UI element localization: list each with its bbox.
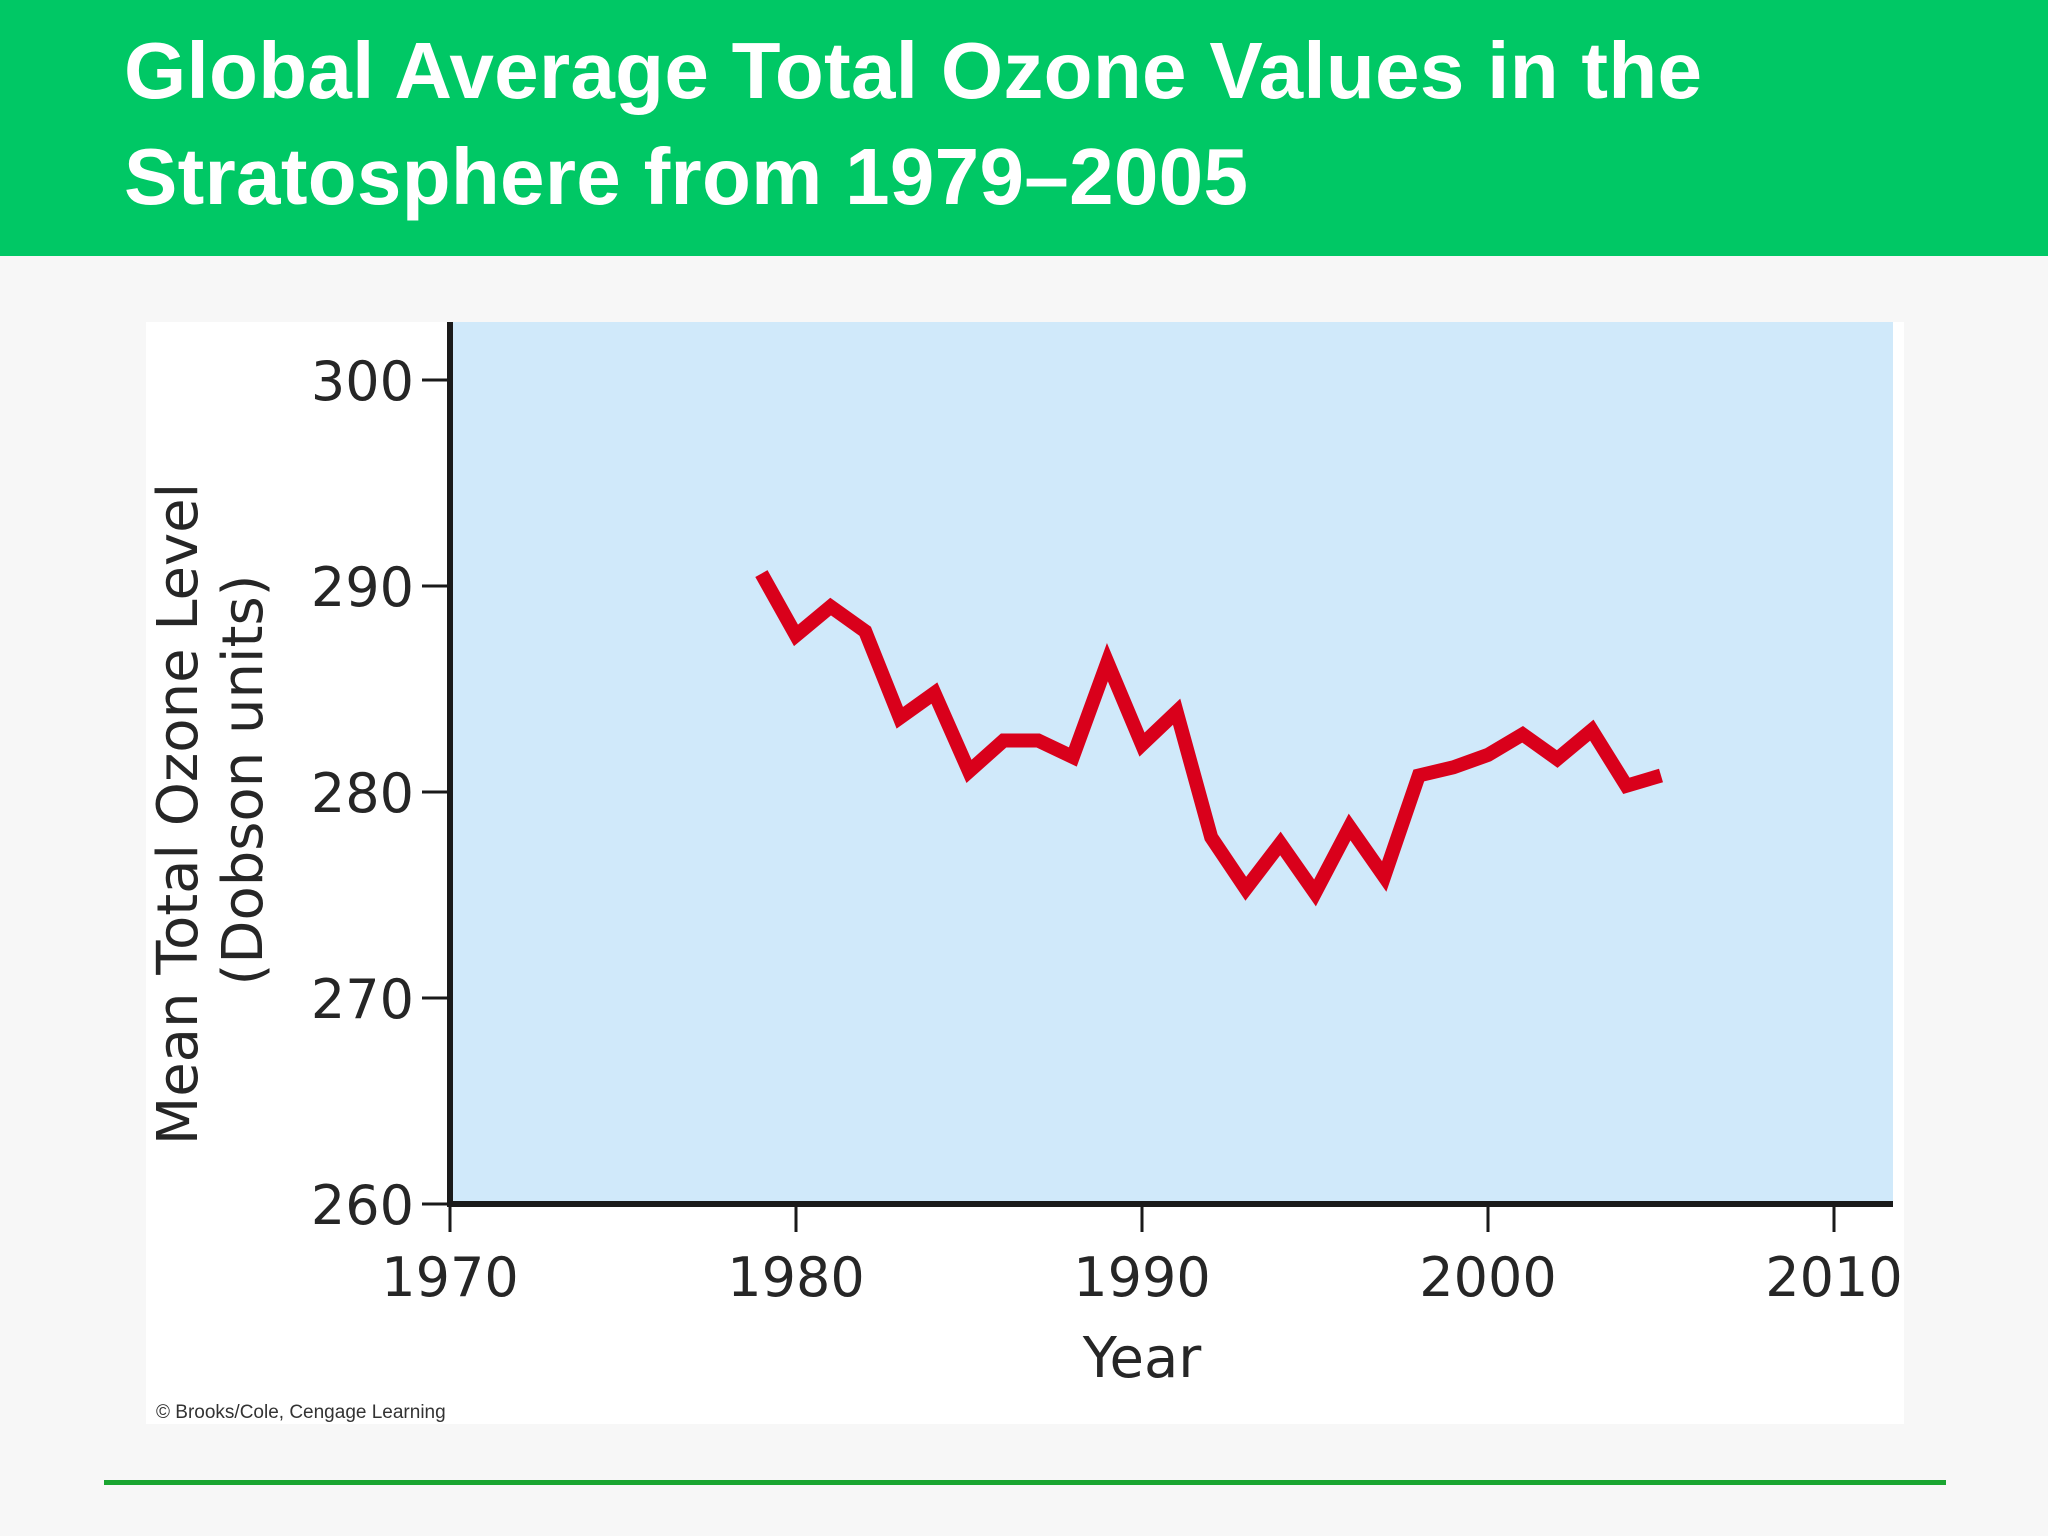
copyright-credit: © Brooks/Cole, Cengage Learning	[156, 1402, 446, 1423]
x-tick-label: 1980	[727, 1246, 864, 1309]
y-axis-units-label: (Dobson units)	[211, 574, 276, 985]
y-axis-label: Mean Total Ozone Level	[146, 483, 211, 1145]
ozone-series-line	[755, 570, 1663, 907]
y-tick-label: 280	[311, 762, 414, 825]
x-axis-label: Year	[1082, 1326, 1203, 1391]
x-tick-label: 2000	[1419, 1246, 1556, 1309]
plot-area	[450, 322, 1893, 1204]
slide-title: Global Average Total Ozone Values in the…	[124, 26, 1703, 221]
y-tick-label: 260	[311, 1174, 414, 1237]
title-banner: Global Average Total Ozone Values in the…	[0, 0, 2048, 256]
x-tick-label: 2010	[1765, 1246, 1902, 1309]
y-tick-label: 270	[311, 968, 414, 1031]
x-tick-label: 1990	[1073, 1246, 1210, 1309]
x-tick-label: 1970	[381, 1246, 518, 1309]
y-tick-label: 290	[311, 556, 414, 619]
y-tick-label: 300	[311, 350, 414, 413]
bottom-rule	[104, 1480, 1946, 1485]
